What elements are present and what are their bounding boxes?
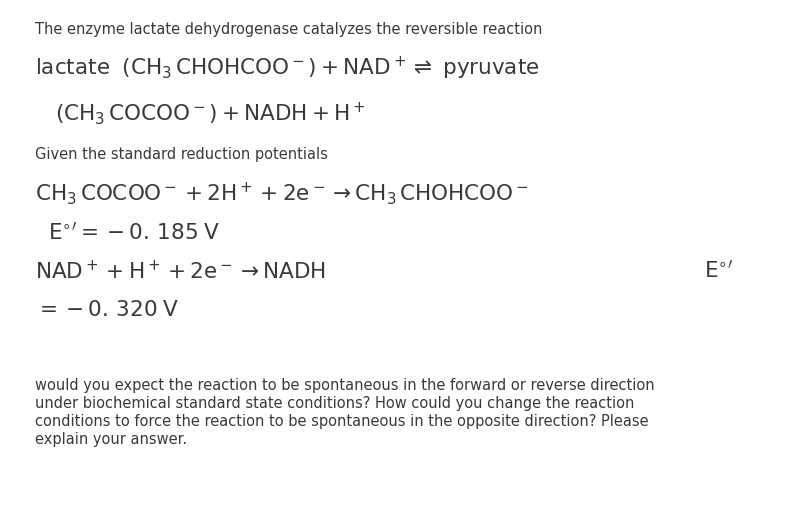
Text: Given the standard reduction potentials: Given the standard reduction potentials [35,147,328,162]
Text: $=-0.\,320\;\mathrm{V}$: $=-0.\,320\;\mathrm{V}$ [35,300,179,320]
Text: $\mathrm{E^{\circ\prime}}$: $\mathrm{E^{\circ\prime}}$ [704,260,734,282]
Text: would you expect the reaction to be spontaneous in the forward or reverse direct: would you expect the reaction to be spon… [35,378,655,393]
Text: The enzyme lactate dehydrogenase catalyzes the reversible reaction: The enzyme lactate dehydrogenase catalyz… [35,22,542,37]
Text: conditions to force the reaction to be spontaneous in the opposite direction? Pl: conditions to force the reaction to be s… [35,414,649,429]
Text: under biochemical standard state conditions? How could you change the reaction: under biochemical standard state conditi… [35,396,634,411]
Text: explain your answer.: explain your answer. [35,432,187,447]
Text: $\mathrm{E^{\circ\prime}}=-0.\,185\;\mathrm{V}$: $\mathrm{E^{\circ\prime}}=-0.\,185\;\mat… [48,222,220,244]
Text: $\mathrm{NAD^+}+\mathrm{H^+}+2\mathrm{e^-}\rightarrow\mathrm{NADH}$: $\mathrm{NAD^+}+\mathrm{H^+}+2\mathrm{e^… [35,260,326,283]
Text: $\left(\mathrm{CH_3\,COCOO^-}\right)+\mathrm{NADH}+\mathrm{H^+}$: $\left(\mathrm{CH_3\,COCOO^-}\right)+\ma… [55,100,366,127]
Text: $\mathrm{CH_3\,COCOO^-}+2\mathrm{H^+}+2\mathrm{e^-}\rightarrow\mathrm{CH_3\,CHOH: $\mathrm{CH_3\,COCOO^-}+2\mathrm{H^+}+2\… [35,180,529,207]
Text: lactate $\;\left(\mathrm{CH_3\,CHOHCOO^-}\right)+\mathrm{NAD^+}\rightleftharpoon: lactate $\;\left(\mathrm{CH_3\,CHOHCOO^-… [35,55,539,82]
